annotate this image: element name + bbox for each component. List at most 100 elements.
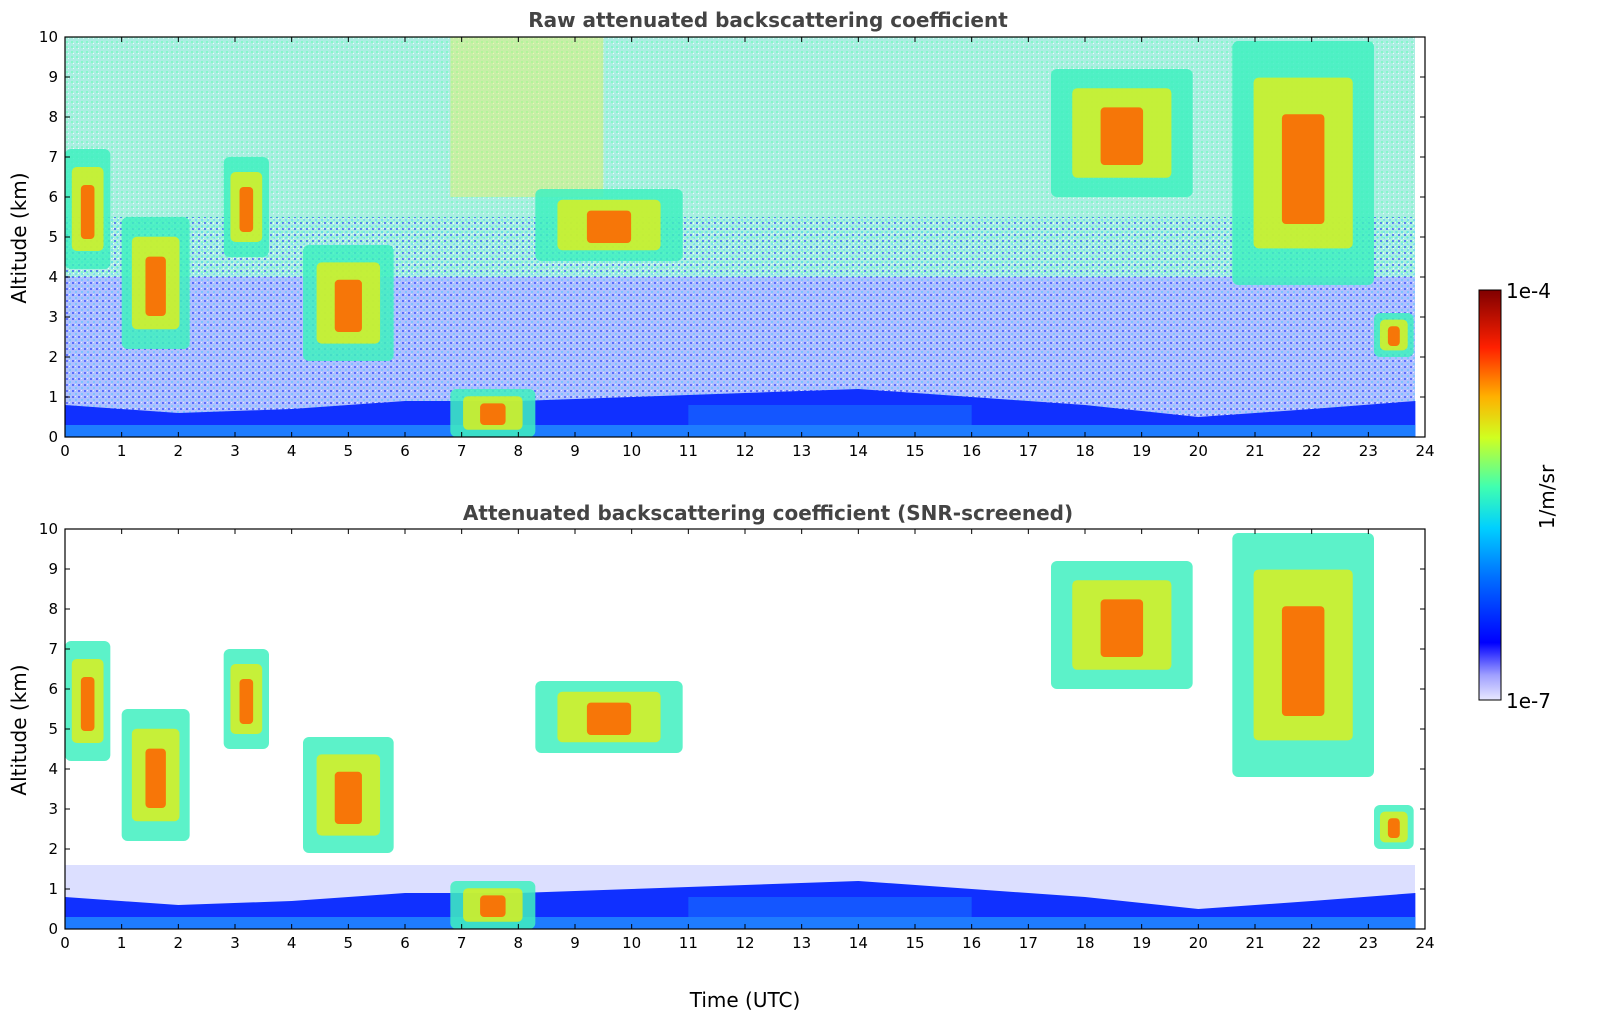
cloud-layer-core	[1281, 114, 1325, 224]
x-tick-label: 19	[1132, 442, 1151, 460]
x-tick-label: 6	[400, 934, 410, 952]
y-tick-label: 7	[48, 640, 58, 658]
x-tick-label: 9	[570, 934, 580, 952]
colorbar-min-label: 1e-7	[1506, 689, 1551, 713]
x-tick-label: 16	[962, 934, 981, 952]
x-tick-label: 13	[792, 442, 811, 460]
cloud-layer-core	[1387, 818, 1400, 838]
daytime-mixing-layer	[688, 897, 972, 917]
y-tick-label: 3	[48, 800, 58, 818]
x-tick-label: 12	[735, 442, 754, 460]
cloud-layer-core	[586, 702, 632, 735]
y-tick-label: 4	[48, 268, 58, 286]
daylight-noise-band	[450, 37, 604, 197]
panel-title: Attenuated backscattering coefficient (S…	[463, 501, 1073, 525]
y-tick-label: 9	[48, 68, 58, 86]
y-tick-label: 10	[39, 28, 58, 46]
x-tick-label: 2	[174, 442, 184, 460]
y-tick-label: 2	[48, 348, 58, 366]
x-tick-label: 5	[344, 442, 354, 460]
x-tick-label: 4	[287, 934, 297, 952]
cloud-layer-core	[586, 210, 632, 243]
x-tick-label: 23	[1359, 934, 1378, 952]
x-tick-label: 4	[287, 442, 297, 460]
x-tick-label: 3	[230, 442, 240, 460]
x-tick-label: 1	[117, 442, 127, 460]
panel-screened: Attenuated backscattering coefficient (S…	[7, 501, 1435, 1012]
x-tick-label: 12	[735, 934, 754, 952]
x-tick-label: 9	[570, 442, 580, 460]
cloud-layer-core	[80, 677, 95, 731]
y-tick-label: 1	[48, 388, 58, 406]
y-tick-label: 10	[39, 520, 58, 538]
x-tick-label: 17	[1019, 442, 1038, 460]
x-tick-label: 24	[1415, 442, 1434, 460]
y-tick-label: 8	[48, 600, 58, 618]
daytime-mixing-layer	[688, 405, 972, 425]
colorbar: 1e-4 1e-7 1/m/sr	[1478, 279, 1559, 713]
x-tick-label: 5	[344, 934, 354, 952]
x-tick-label: 2	[174, 934, 184, 952]
x-tick-label: 18	[1075, 442, 1094, 460]
x-tick-label: 19	[1132, 934, 1151, 952]
x-tick-label: 14	[849, 442, 868, 460]
x-tick-label: 24	[1415, 934, 1434, 952]
y-tick-label: 3	[48, 308, 58, 326]
x-tick-label: 1	[117, 934, 127, 952]
x-tick-label: 14	[849, 934, 868, 952]
x-tick-label: 21	[1245, 442, 1264, 460]
cloud-layer-core	[480, 403, 506, 425]
y-tick-label: 8	[48, 108, 58, 126]
y-tick-labels: 0 1 2 3 4 5 6 7 8 9 10	[39, 28, 1425, 446]
x-tick-label: 17	[1019, 934, 1038, 952]
plot-area	[64, 528, 1426, 930]
y-tick-label: 9	[48, 560, 58, 578]
x-tick-labels: 0 1 2 3 4 5 6 7 8 9 10 11 12 13 14 15 16 17 18 19 20 21 22 23 24	[60, 37, 1435, 460]
x-tick-labels: 0 1 2 3 4 5 6 7 8 9 10 11 12 13 14 15 16 17 18 19 20 21 22 23 24	[60, 529, 1435, 952]
cloud-layer-core	[1387, 326, 1400, 346]
x-tick-label: 16	[962, 442, 981, 460]
plot-area	[64, 36, 1426, 438]
y-axis-label: Altitude (km)	[7, 664, 31, 795]
x-tick-label: 15	[905, 934, 924, 952]
x-tick-label: 22	[1302, 934, 1321, 952]
x-tick-label: 23	[1359, 442, 1378, 460]
cloud-layer-core	[145, 256, 166, 316]
plot-background	[65, 529, 1425, 929]
x-tick-label: 6	[400, 442, 410, 460]
y-tick-label: 7	[48, 148, 58, 166]
y-tick-label: 5	[48, 228, 58, 246]
colorbar-max-label: 1e-4	[1506, 279, 1551, 303]
cloud-layer-core	[80, 185, 95, 239]
colorbar-gradient	[1478, 289, 1502, 701]
surface-layer	[65, 917, 1416, 929]
x-tick-label: 21	[1245, 934, 1264, 952]
panel-title: Raw attenuated backscattering coefficien…	[528, 8, 1008, 32]
y-tick-label: 5	[48, 720, 58, 738]
x-axis-label: Time (UTC)	[689, 988, 801, 1012]
x-tick-label: 0	[60, 934, 70, 952]
x-tick-label: 20	[1189, 934, 1208, 952]
surface-layer	[65, 425, 1416, 437]
x-tick-label: 18	[1075, 934, 1094, 952]
x-tick-label: 11	[679, 934, 698, 952]
x-tick-label: 0	[60, 442, 70, 460]
x-tick-label: 10	[622, 442, 641, 460]
cloud-layer-core	[1281, 606, 1325, 716]
cloud-layer-core	[145, 748, 166, 808]
x-tick-label: 10	[622, 934, 641, 952]
x-tick-label: 15	[905, 442, 924, 460]
y-tick-label: 0	[48, 428, 58, 446]
cloud-layer-core	[239, 187, 254, 232]
x-tick-label: 8	[514, 442, 524, 460]
x-tick-label: 22	[1302, 442, 1321, 460]
x-tick-label: 7	[457, 934, 467, 952]
x-tick-label: 11	[679, 442, 698, 460]
y-tick-label: 0	[48, 920, 58, 938]
cloud-layer-core	[334, 279, 362, 332]
x-tick-label: 3	[230, 934, 240, 952]
cloud-layer-core	[1100, 107, 1144, 165]
x-tick-label: 7	[457, 442, 467, 460]
y-tick-label: 4	[48, 760, 58, 778]
